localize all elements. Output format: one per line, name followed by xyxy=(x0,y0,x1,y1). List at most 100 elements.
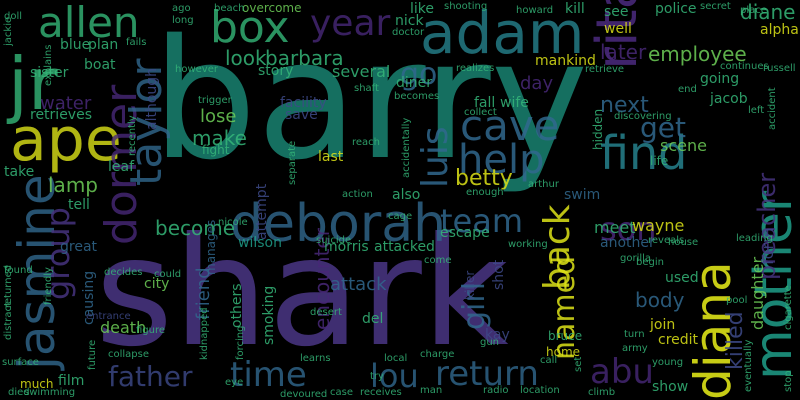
word-devoured: devoured xyxy=(280,389,328,400)
word-eventually: eventually xyxy=(743,339,754,392)
word-desert: desert xyxy=(310,307,342,318)
word-local: local xyxy=(384,353,408,364)
word-look: look xyxy=(225,46,267,70)
word-receives: receives xyxy=(360,387,402,398)
word-deborah: deborah xyxy=(230,194,447,254)
word-credit: credit xyxy=(658,332,699,348)
word-location: location xyxy=(520,385,560,396)
word-working: working xyxy=(508,239,548,250)
word-blue: blue xyxy=(60,37,91,53)
word-reach: reach xyxy=(352,137,381,148)
word-house: house xyxy=(668,237,699,248)
word-adam: adam xyxy=(420,0,585,67)
word-accidentally: accidentally xyxy=(401,117,412,178)
word-died: died xyxy=(8,387,30,398)
word-eye: eye xyxy=(225,377,244,388)
word-continues: continues xyxy=(720,61,769,72)
word-call: call xyxy=(540,355,558,366)
word-kidnapped: kidnapped xyxy=(199,307,210,360)
word-ago: ago xyxy=(172,3,191,14)
word-death: death xyxy=(100,318,147,337)
word-distract: distract xyxy=(3,302,14,340)
word-great: great xyxy=(60,239,98,255)
word-however: however xyxy=(175,64,218,75)
word-come: come xyxy=(424,255,452,266)
word-collect: collect xyxy=(464,107,497,118)
word-forcing: forcing xyxy=(235,325,246,361)
word-fails: fails xyxy=(126,37,147,48)
word-find: find xyxy=(600,126,688,180)
word-man: man xyxy=(420,385,443,396)
word-last: last xyxy=(318,149,344,165)
word-allen: allen xyxy=(38,0,140,47)
word-scene: scene xyxy=(660,136,707,155)
word-enough: enough xyxy=(466,187,504,198)
word-cage: cage xyxy=(388,211,413,222)
word-facility: facility xyxy=(280,95,327,111)
word-becomes: becomes xyxy=(394,91,440,102)
word-recently: recently xyxy=(127,115,138,156)
word-smoking: smoking xyxy=(261,285,277,345)
word-fight: fight xyxy=(202,143,230,157)
word-jacob: jacob xyxy=(710,91,748,107)
word-surface: surface xyxy=(2,357,39,368)
word-join: join xyxy=(650,317,676,333)
word-trigger: trigger xyxy=(198,95,232,106)
word-go: go xyxy=(400,57,438,92)
word-radio: radio xyxy=(483,385,509,396)
word-betty: betty xyxy=(455,166,513,191)
word-diane: diane xyxy=(740,0,796,24)
word-attacked: attacked xyxy=(374,239,435,255)
word-figure: figure xyxy=(136,325,166,336)
word-kay: kay xyxy=(485,327,510,343)
word-day: day xyxy=(520,73,554,94)
word-shark: shark xyxy=(95,206,509,380)
word-team: team xyxy=(440,202,524,240)
word-nick: nick xyxy=(395,13,424,29)
word-become: become xyxy=(155,216,236,240)
word-gun: gun xyxy=(480,337,500,348)
word-howard: howard xyxy=(516,5,554,16)
word-abu: abu xyxy=(590,352,654,392)
word-beach: beach xyxy=(214,3,245,14)
word-lamp: lamp xyxy=(48,173,98,197)
word-pool: pool xyxy=(726,295,748,306)
word-del: del xyxy=(362,311,384,327)
word-place: place xyxy=(740,5,767,16)
word-next: next xyxy=(600,93,649,118)
word-retrieve: retrieve xyxy=(585,64,625,75)
word-shot: shot xyxy=(491,259,507,290)
word-several: several xyxy=(332,62,391,81)
word-get: get xyxy=(640,111,686,144)
word-jackie: jackie xyxy=(3,16,14,46)
word-boat: boat xyxy=(84,57,116,73)
word-realizes: realizes xyxy=(456,63,495,74)
word-leading: leading xyxy=(736,233,773,244)
word-attempt: attempt xyxy=(254,183,270,240)
word-home: home xyxy=(546,345,581,359)
word-like: like xyxy=(410,1,435,17)
word-left: left xyxy=(748,105,765,116)
word-shooting: shooting xyxy=(444,1,488,12)
word-leaf: leaf xyxy=(108,159,135,175)
word-arthur: arthur xyxy=(528,179,559,190)
word-jr: jr xyxy=(8,42,58,126)
word-time: time xyxy=(230,355,307,395)
word-son: son xyxy=(600,210,657,248)
word-try: try xyxy=(370,371,384,382)
word-explains: explains xyxy=(43,44,54,86)
word-see: see xyxy=(604,4,629,20)
word-shaft: shaft xyxy=(354,83,379,94)
word-plan: plan xyxy=(88,37,119,53)
word-killer: killer xyxy=(463,270,477,300)
word-swim: swim xyxy=(564,187,601,203)
word-morris: morris xyxy=(324,239,369,255)
word-set: set xyxy=(573,356,584,372)
word-lose: lose xyxy=(200,106,237,127)
word-mankind: mankind xyxy=(535,53,596,69)
word-suicide: suicide xyxy=(316,235,352,246)
word-father: father xyxy=(108,360,193,393)
word-box: box xyxy=(210,2,290,53)
word-another: another xyxy=(600,235,655,251)
word-army: army xyxy=(622,343,648,354)
